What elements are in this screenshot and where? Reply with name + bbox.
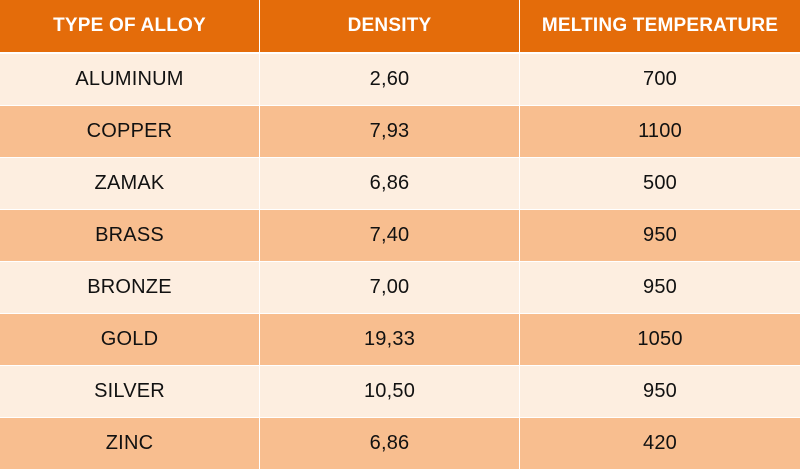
header-type-of-alloy: TYPE OF ALLOY [0,0,260,54]
table-row-melting-temperature: 700 [520,54,800,106]
header-melting-temperature: MELTING TEMPERATURE [520,0,800,54]
table-row-alloy: COPPER [0,106,260,158]
table-row-melting-temperature: 420 [520,418,800,470]
table-row-density: 7,93 [260,106,520,158]
table-row-alloy: SILVER [0,366,260,418]
table-row-melting-temperature: 950 [520,262,800,314]
table-row-alloy: ZAMAK [0,158,260,210]
table-row-melting-temperature: 950 [520,366,800,418]
table-row-density: 6,86 [260,158,520,210]
table-row-alloy: GOLD [0,314,260,366]
table-row-alloy: BRONZE [0,262,260,314]
table-row-density: 2,60 [260,54,520,106]
table-row-density: 10,50 [260,366,520,418]
table-row-melting-temperature: 950 [520,210,800,262]
table-row-density: 7,00 [260,262,520,314]
table-row-density: 7,40 [260,210,520,262]
table-row-melting-temperature: 1050 [520,314,800,366]
table-row-alloy: ALUMINUM [0,54,260,106]
table-row-density: 6,86 [260,418,520,470]
table-row-density: 19,33 [260,314,520,366]
header-density: DENSITY [260,0,520,54]
table-row-alloy: ZINC [0,418,260,470]
table-row-melting-temperature: 1100 [520,106,800,158]
table-row-melting-temperature: 500 [520,158,800,210]
table-row-alloy: BRASS [0,210,260,262]
